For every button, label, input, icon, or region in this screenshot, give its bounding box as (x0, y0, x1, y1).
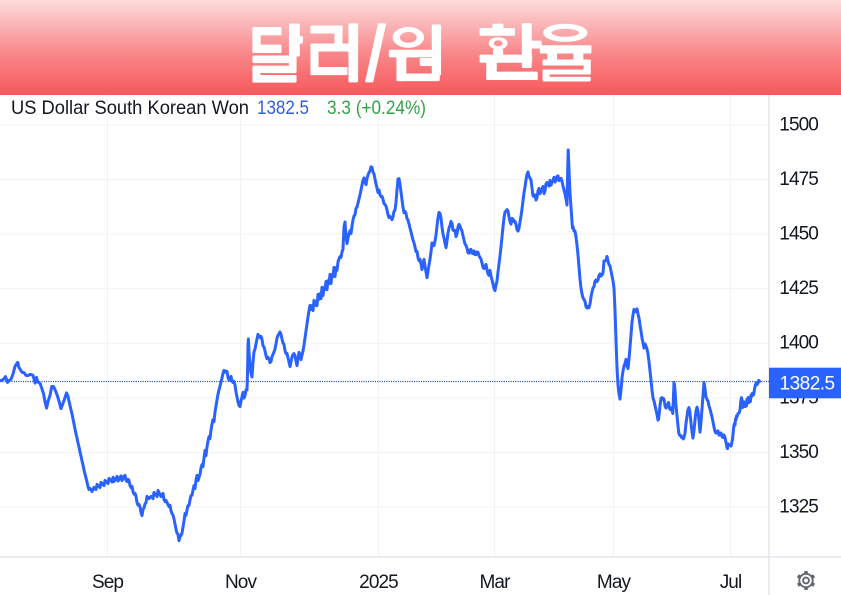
svg-text:Nov: Nov (225, 572, 257, 593)
svg-text:1400: 1400 (779, 333, 818, 354)
svg-text:2025: 2025 (359, 572, 398, 593)
svg-text:1325: 1325 (779, 497, 818, 518)
svg-text:1450: 1450 (779, 224, 818, 245)
svg-text:1350: 1350 (779, 442, 818, 463)
svg-text:Sep: Sep (92, 572, 123, 593)
svg-text:1382.5: 1382.5 (780, 374, 835, 395)
svg-text:3.3 (+0.24%): 3.3 (+0.24%) (327, 97, 426, 119)
svg-text:1500: 1500 (779, 114, 818, 135)
svg-text:May: May (597, 572, 632, 593)
svg-text:1382.5: 1382.5 (257, 97, 309, 119)
svg-text:Jul: Jul (720, 572, 742, 593)
svg-text:1475: 1475 (779, 169, 818, 190)
svg-text:US Dollar South Korean Won: US Dollar South Korean Won (11, 97, 249, 119)
svg-text:Mar: Mar (479, 572, 511, 593)
svg-text:1425: 1425 (779, 278, 818, 299)
